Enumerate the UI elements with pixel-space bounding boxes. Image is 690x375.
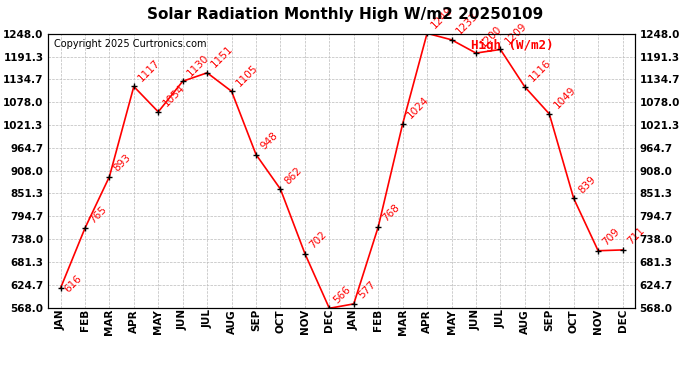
Text: 711: 711 [625,226,646,247]
Text: 839: 839 [576,174,598,195]
Text: 1117: 1117 [137,57,162,83]
Text: 1209: 1209 [503,21,529,46]
Text: 1105: 1105 [234,62,259,88]
Text: 1200: 1200 [478,24,504,50]
Text: 893: 893 [112,152,133,174]
Text: 1130: 1130 [185,52,211,78]
Text: 1249: 1249 [429,4,455,30]
Text: 1151: 1151 [210,44,235,70]
Text: 1024: 1024 [405,95,431,121]
Text: 616: 616 [63,273,84,294]
Text: 577: 577 [356,279,377,301]
Text: 1116: 1116 [527,58,553,84]
Text: 765: 765 [88,204,108,225]
Text: 702: 702 [307,229,328,251]
Text: Solar Radiation Monthly High W/m2 20250109: Solar Radiation Monthly High W/m2 202501… [147,8,543,22]
Text: 1054: 1054 [161,83,186,109]
Text: 709: 709 [600,226,622,248]
Text: 566: 566 [332,284,353,305]
Text: 768: 768 [381,202,402,224]
Text: 1233: 1233 [454,11,480,37]
Text: Copyright 2025 Curtronics.com: Copyright 2025 Curtronics.com [55,39,207,49]
Text: 1049: 1049 [552,85,578,111]
Text: High (W/m2): High (W/m2) [471,39,553,52]
Text: 862: 862 [283,165,304,186]
Text: 948: 948 [259,130,279,151]
